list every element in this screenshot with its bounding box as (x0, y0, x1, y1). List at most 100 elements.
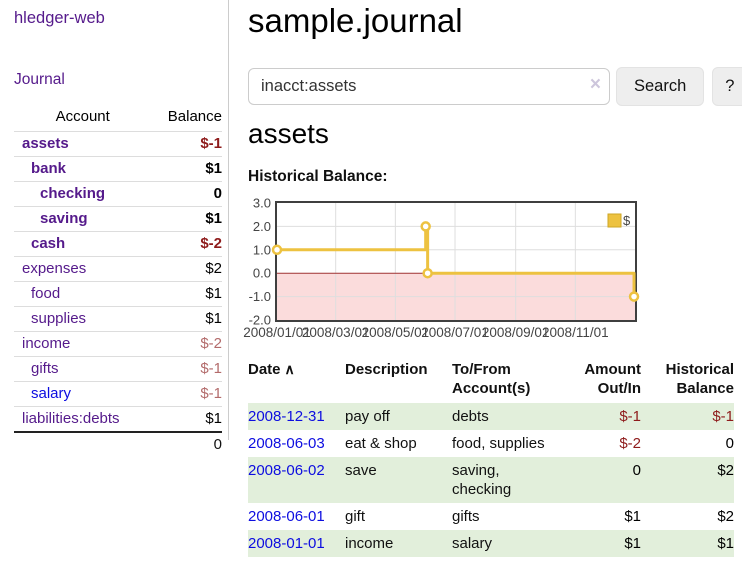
account-row: assets $-1 (14, 131, 222, 157)
account-row: cash $-2 (14, 231, 222, 257)
accounts-total-label (14, 431, 152, 457)
svg-text:2.0: 2.0 (253, 219, 271, 234)
account-link[interactable]: assets (22, 135, 69, 152)
account-balance: $-1 (151, 381, 222, 407)
svg-text:$: $ (623, 213, 631, 228)
account-row: bank $1 (14, 156, 222, 182)
account-link[interactable]: food (31, 285, 61, 302)
transaction-amount: $1 (624, 535, 641, 552)
account-balance: $-2 (151, 231, 222, 257)
account-link[interactable]: income (22, 335, 71, 352)
transaction-description: save (345, 462, 377, 479)
svg-text:3.0: 3.0 (253, 196, 271, 211)
chart-title: Historical Balance: (248, 168, 388, 185)
transaction-accounts: gifts (452, 508, 480, 525)
historical-balance-chart: 3.0 2.0 1.0 0.0 -1.0 -2.0 2008/01/01 2008/03/01… (240, 196, 742, 348)
page-title: sample.journal (248, 2, 463, 39)
transaction-accounts: debts (452, 408, 489, 425)
account-link[interactable]: supplies (31, 310, 87, 327)
register-row[interactable]: 2008-01-01 income salary $1 $1 (248, 530, 734, 557)
account-link[interactable]: cash (31, 235, 66, 252)
svg-text:2008/01/01: 2008/01/01 (243, 325, 311, 340)
sort-up-icon: ∧ (284, 361, 295, 377)
account-row: supplies $1 (14, 306, 222, 332)
sidebar: hledger-web Journal Account Balance asse… (0, 0, 229, 457)
register-col-date[interactable]: Date ∧ (248, 358, 345, 403)
account-row: expenses $2 (14, 256, 222, 282)
account-link[interactable]: gifts (31, 360, 59, 377)
register-table: Date ∧ Description To/From Account(s) Amo… (248, 358, 734, 557)
transaction-accounts: food, supplies (452, 435, 545, 452)
transaction-amount: $-1 (619, 408, 641, 425)
register-row[interactable]: 2008-06-02 save saving, checking 0 $2 (248, 457, 734, 503)
accounts-total-value: 0 (151, 431, 222, 457)
account-row: gifts $-1 (14, 356, 222, 382)
register-row[interactable]: 2008-06-01 gift gifts $1 $2 (248, 503, 734, 530)
transaction-balance: $-1 (712, 408, 734, 425)
transaction-date-link[interactable]: 2008-01-01 (248, 535, 325, 552)
accounts-col-balance: Balance (167, 108, 222, 125)
transaction-balance: $1 (717, 535, 734, 552)
transaction-description: pay off (345, 408, 390, 425)
account-link[interactable]: liabilities:debts (22, 410, 120, 427)
account-balance: $-2 (151, 331, 222, 357)
account-row: checking 0 (14, 181, 222, 207)
transaction-amount: $1 (624, 508, 641, 525)
account-link[interactable]: saving (40, 210, 88, 227)
transaction-date-link[interactable]: 2008-06-02 (248, 462, 325, 479)
app-title-link[interactable]: hledger-web (14, 9, 105, 27)
account-link[interactable]: checking (40, 185, 106, 202)
account-balance: $1 (151, 306, 222, 332)
register-col-accounts: To/From Account(s) (452, 361, 531, 397)
account-balance: $-1 (151, 131, 222, 157)
sidebar-item-journal[interactable]: Journal (14, 71, 65, 88)
transaction-description: eat & shop (345, 435, 417, 452)
account-row: income $-2 (14, 331, 222, 357)
account-link[interactable]: salary (31, 385, 72, 402)
svg-text:-2.0: -2.0 (249, 313, 271, 328)
register-col-date-label: Date (248, 361, 281, 378)
account-row: salary $-1 (14, 381, 222, 407)
transaction-date-link[interactable]: 2008-06-01 (248, 508, 325, 525)
account-balance: $1 (151, 206, 222, 232)
accounts-total-row: 0 (14, 431, 222, 457)
transaction-amount: 0 (632, 462, 641, 479)
register-col-balance: Historical Balance (665, 361, 734, 397)
account-balance: $1 (151, 406, 222, 432)
register-col-description: Description (345, 361, 428, 378)
svg-text:-1.0: -1.0 (249, 289, 271, 304)
register-row[interactable]: 2008-06-03 eat & shop food, supplies $-2… (248, 430, 734, 457)
help-button[interactable]: ? (712, 67, 742, 106)
svg-text:2008/11/01: 2008/11/01 (542, 325, 609, 340)
account-balance: $1 (151, 281, 222, 307)
transaction-amount: $-2 (619, 435, 641, 452)
transaction-description: gift (345, 508, 366, 525)
account-heading: assets (248, 118, 329, 149)
register-rows: 2008-12-31 pay off debts $-1 $-1 2008-06… (248, 403, 734, 557)
accounts-table: Account Balance assets $-1 bank $1 (14, 106, 222, 457)
transaction-date-link[interactable]: 2008-12-31 (248, 408, 325, 425)
account-link[interactable]: expenses (22, 260, 87, 277)
transaction-balance: $2 (717, 508, 734, 525)
svg-text:2008/07/01: 2008/07/01 (421, 325, 489, 340)
account-balance: 0 (151, 181, 222, 207)
register-row[interactable]: 2008-12-31 pay off debts $-1 $-1 (248, 403, 734, 430)
accounts-rows: assets $-1 bank $1 checking 0 (14, 131, 222, 432)
svg-text:0.0: 0.0 (253, 266, 271, 281)
accounts-col-account: Account (55, 108, 110, 125)
transaction-date-link[interactable]: 2008-06-03 (248, 435, 325, 452)
search-input[interactable] (248, 68, 610, 105)
account-balance: $1 (151, 156, 222, 182)
account-row: saving $1 (14, 206, 222, 232)
clear-search-icon[interactable]: × (589, 74, 601, 95)
register-header-row: Date ∧ Description To/From Account(s) Amo… (248, 358, 734, 403)
register-col-amount: Amount Out/In (584, 361, 641, 397)
search-button[interactable]: Search (616, 67, 705, 106)
transaction-accounts: salary (452, 535, 493, 552)
transaction-balance: 0 (725, 435, 734, 452)
main-content: sample.journal × Search ? assets Histori… (243, 0, 742, 582)
search-form: × Search ? (248, 67, 742, 106)
transaction-accounts: saving, checking (452, 462, 512, 498)
account-link[interactable]: bank (31, 160, 67, 177)
account-balance: $2 (151, 256, 222, 282)
